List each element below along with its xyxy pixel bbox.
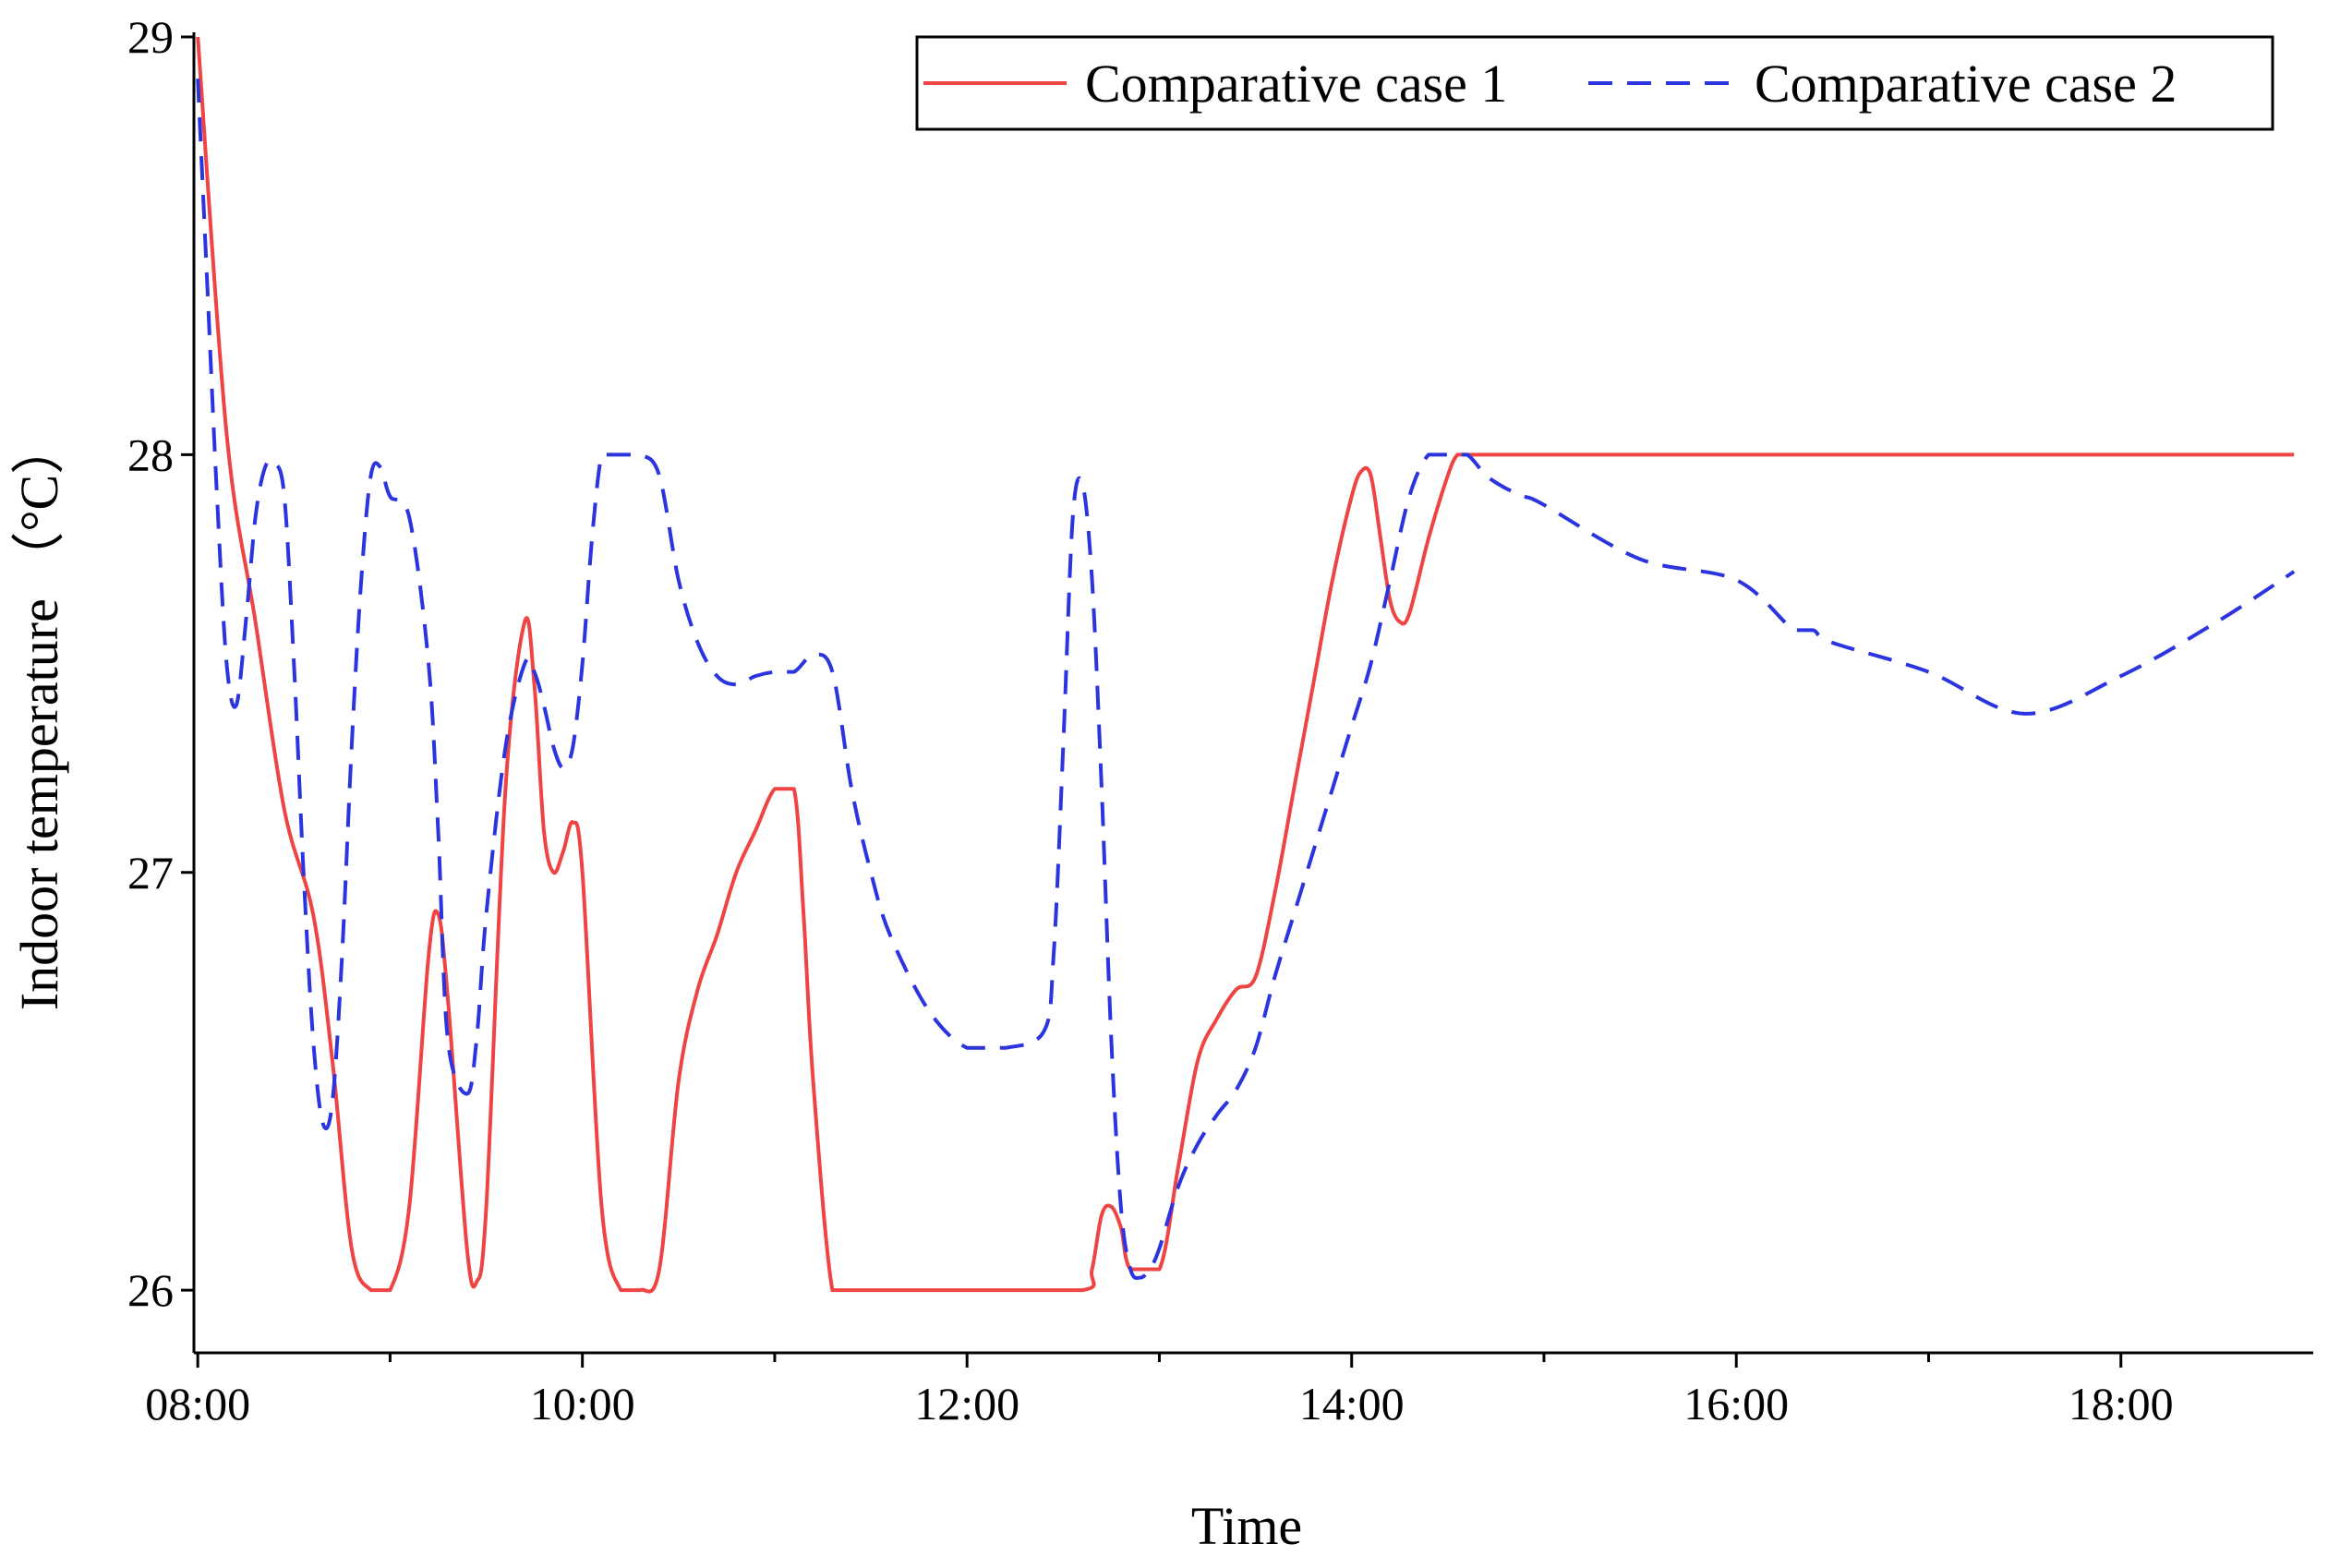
y-axis-title: Indoor temperature （°C） xyxy=(9,421,69,1010)
series-line-case-2 xyxy=(196,78,2296,1281)
y-tick-label: 26 xyxy=(127,1264,174,1316)
y-tick-label: 28 xyxy=(127,428,174,480)
x-tick-label: 18:00 xyxy=(2069,1378,2174,1429)
x-tick-label: 14:00 xyxy=(1299,1378,1405,1429)
series-group xyxy=(196,36,2296,1294)
axes: 26 27 28 29 08:00 10:00 12:00 14:00 16:00 18:00 xyxy=(127,11,2313,1429)
x-tick-label: 08:00 xyxy=(145,1378,250,1429)
series-line-case-1 xyxy=(196,36,2295,1294)
legend-label-case-1: Comparative case 1 xyxy=(1085,54,1507,114)
x-axis-title: Time xyxy=(1191,1496,1302,1556)
legend-label-case-2: Comparative case 2 xyxy=(1755,54,2177,114)
x-tick-label: 10:00 xyxy=(530,1378,635,1429)
y-tick-label: 29 xyxy=(127,11,174,63)
legend: Comparative case 1 Comparative case 2 xyxy=(915,35,2274,131)
x-tick-label: 16:00 xyxy=(1683,1378,1789,1429)
y-tick-label: 27 xyxy=(127,847,174,899)
x-tick-label: 12:00 xyxy=(914,1378,1019,1429)
